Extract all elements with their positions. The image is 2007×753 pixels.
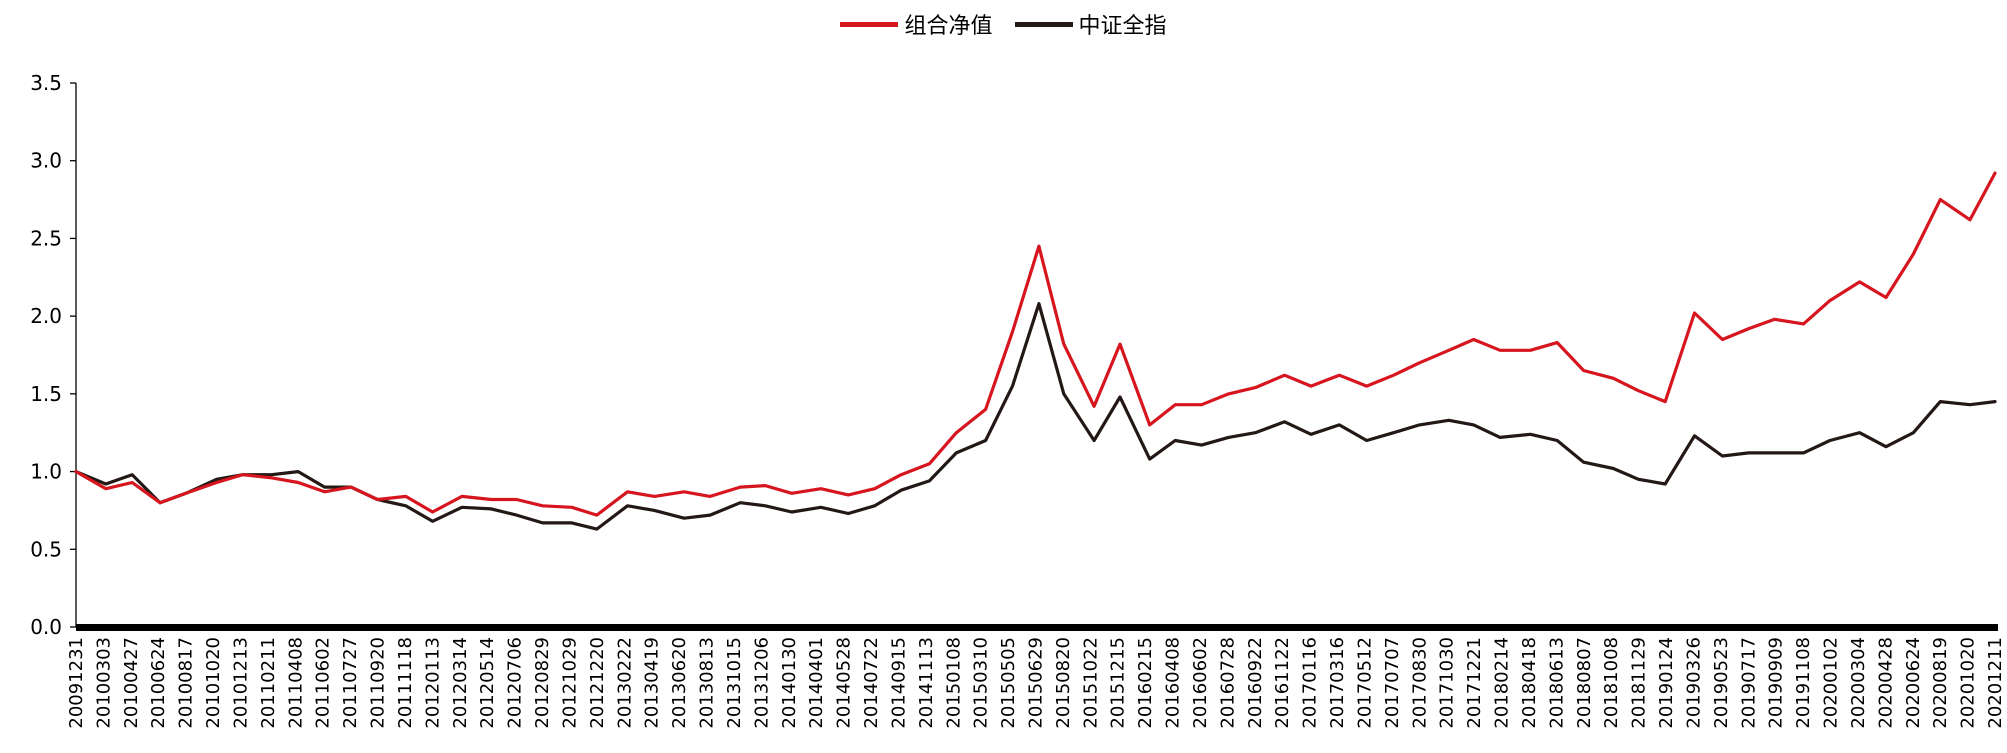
x-tick-label: 20180214 [1492, 637, 1513, 729]
x-tick-label: 20180418 [1519, 637, 1540, 729]
x-tick-label: 20120829 [532, 637, 553, 729]
x-tick-label: 20150820 [1053, 637, 1074, 729]
x-tick-label: 20171221 [1464, 637, 1485, 729]
legend-label-index: 中证全指 [1078, 14, 1167, 39]
x-tick-label: 20200304 [1848, 637, 1869, 729]
series-line-index [74, 302, 1997, 531]
y-tick-label: 3.5 [30, 71, 62, 95]
legend-label-portfolio: 组合净值 [904, 14, 993, 39]
legend-swatch-portfolio [840, 21, 899, 27]
x-tick-label: 20140401 [806, 637, 827, 729]
x-tick-label: 20201020 [1958, 637, 1979, 729]
x-tick-label: 20160922 [1245, 637, 1266, 729]
x-tick-label: 20151022 [1080, 637, 1101, 729]
x-tick-label: 20140528 [834, 637, 855, 729]
legend-item-index: 中证全指 [1014, 8, 1167, 40]
x-tick-label: 20171030 [1437, 637, 1458, 729]
x-tick-label: 20170830 [1409, 637, 1430, 729]
x-tick-label: 20181129 [1629, 637, 1650, 729]
x-tick-label: 20101020 [203, 637, 224, 729]
y-tick-label: 2.5 [30, 226, 62, 250]
x-tick-label: 20110920 [368, 637, 389, 729]
x-tick-label: 20100427 [121, 637, 142, 729]
x-tick-label: 20150629 [1026, 637, 1047, 729]
x-tick-label: 20120706 [505, 637, 526, 729]
x-tick-label: 20170707 [1382, 637, 1403, 729]
x-tick-label: 20130419 [642, 637, 663, 729]
x-tick-label: 20101213 [230, 637, 251, 729]
x-tick-label: 20140915 [888, 637, 909, 729]
x-tick-label: 20200428 [1875, 637, 1896, 729]
y-tick-label: 1.0 [30, 460, 62, 484]
y-tick-label: 0.5 [30, 537, 62, 561]
x-tick-label: 20191108 [1793, 637, 1814, 729]
x-tick-label: 20131015 [724, 637, 745, 729]
x-tick-label: 20201211 [1985, 637, 2006, 729]
x-tick-label: 20130222 [614, 637, 635, 729]
x-tick-label: 20170116 [1300, 637, 1321, 729]
x-tick-label: 20111118 [395, 637, 416, 729]
x-tick-label: 20120514 [477, 637, 498, 729]
x-tick-label: 20151215 [1108, 637, 1129, 729]
legend-swatch-index [1014, 21, 1073, 27]
x-tick-label: 20190124 [1656, 637, 1677, 729]
x-tick-label: 20120314 [450, 637, 471, 729]
x-tick-label: 20190909 [1766, 637, 1787, 729]
y-tick-label: 2.0 [30, 304, 62, 328]
x-tick-label: 20190523 [1711, 637, 1732, 729]
x-tick-label: 20150108 [943, 637, 964, 729]
x-tick-label: 20141113 [916, 637, 937, 729]
x-tick-label: 20121220 [587, 637, 608, 729]
x-tick-label: 20100817 [176, 637, 197, 729]
x-tick-label: 20181008 [1601, 637, 1622, 729]
chart-legend: 组合净值 中证全指 [0, 8, 2007, 40]
x-tick-label: 20150310 [971, 637, 992, 729]
x-tick-label: 20110602 [313, 637, 334, 729]
x-tick-label: 20110211 [258, 637, 279, 729]
x-tick-label: 20160602 [1190, 637, 1211, 729]
x-tick-label: 20200102 [1821, 637, 1842, 729]
x-tick-label: 20100624 [148, 637, 169, 729]
x-tick-label: 20200624 [1903, 637, 1924, 729]
series-line-portfolio [74, 171, 1997, 517]
x-tick-label: 20160728 [1217, 637, 1238, 729]
x-tick-label: 20170512 [1354, 637, 1375, 729]
x-tick-label: 20150505 [998, 637, 1019, 729]
x-tick-label: 20120113 [422, 637, 443, 729]
x-tick-label: 20190717 [1738, 637, 1759, 729]
x-tick-label: 20160408 [1163, 637, 1184, 729]
x-tick-label: 20140130 [779, 637, 800, 729]
x-tick-label: 20161122 [1272, 637, 1293, 729]
x-tick-label: 20130813 [697, 637, 718, 729]
x-tick-label: 20180613 [1546, 637, 1567, 729]
x-tick-label: 20180807 [1574, 637, 1595, 729]
x-tick-label: 20121029 [559, 637, 580, 729]
y-tick-label: 3.0 [30, 149, 62, 173]
x-tick-label: 20110408 [285, 637, 306, 729]
x-tick-label: 20190326 [1683, 637, 1704, 729]
x-tick-label: 20140722 [861, 637, 882, 729]
legend-item-portfolio: 组合净值 [840, 8, 993, 40]
y-tick-label: 1.5 [30, 382, 62, 406]
x-tick-label: 20091231 [66, 637, 87, 729]
x-tick-label: 20130620 [669, 637, 690, 729]
x-tick-label: 20110727 [340, 637, 361, 729]
x-tick-label: 20200819 [1930, 637, 1951, 729]
y-tick-label: 0.0 [30, 615, 62, 639]
x-axis-line [76, 624, 1998, 631]
x-tick-label: 20170316 [1327, 637, 1348, 729]
x-tick-label: 20100303 [93, 637, 114, 729]
x-tick-label: 20131206 [751, 637, 772, 729]
x-tick-label: 20160215 [1135, 637, 1156, 729]
